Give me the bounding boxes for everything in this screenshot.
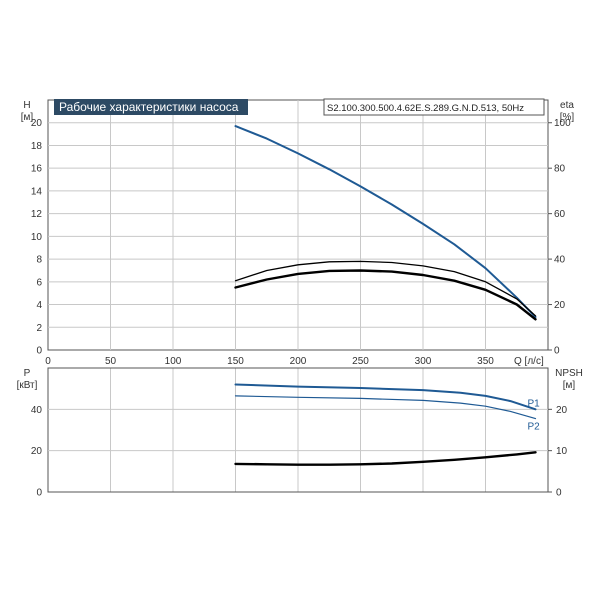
p-tick-label: 40 (31, 405, 43, 416)
y-right-tick-label: 0 (554, 346, 560, 357)
y-left-tick-label: 14 (31, 186, 43, 197)
x-tick-label: 100 (165, 356, 182, 367)
p-tick-label: 0 (36, 488, 42, 499)
efficiency-curve (234, 260, 537, 317)
x-axis-label: Q [л/с] (514, 356, 544, 367)
y-right-tick-label: 80 (554, 164, 566, 175)
x-tick-label: 350 (477, 356, 494, 367)
series-label-p1: P1 (528, 398, 541, 409)
x-tick-label: 150 (227, 356, 244, 367)
npsh-axis-unit: [м] (563, 380, 576, 391)
y-right-axis-label: eta (560, 100, 574, 111)
y-left-tick-label: 20 (31, 118, 43, 129)
y-left-tick-label: 16 (31, 164, 43, 175)
model-label: S2.100.300.500.4.62E.S.289.G.N.D.513, 50… (327, 103, 524, 114)
y-left-tick-label: 4 (36, 300, 42, 311)
chart-title: Рабочие характеристики насоса (59, 100, 239, 114)
p-axis-label: P (24, 368, 31, 379)
x-tick-label: 300 (415, 356, 432, 367)
npsh-tick-label: 20 (556, 405, 568, 416)
y-left-tick-label: 6 (36, 277, 42, 288)
model-box (323, 98, 545, 116)
y-right-tick-label: 100 (554, 118, 571, 129)
y-left-tick-label: 2 (36, 323, 42, 334)
x-tick-label: 250 (352, 356, 369, 367)
y-left-tick-label: 0 (36, 346, 42, 357)
x-tick-label: 50 (105, 356, 117, 367)
npsh-tick-label: 0 (556, 488, 562, 499)
npsh-axis-label: NPSH (555, 368, 583, 379)
y-right-tick-label: 20 (554, 300, 566, 311)
head-curve (234, 125, 537, 318)
y-right-tick-label: 40 (554, 255, 566, 266)
x-tick-label: 200 (290, 356, 307, 367)
y-left-axis-unit: [м] (21, 112, 34, 123)
npsh-curve (234, 451, 537, 466)
y-left-tick-label: 18 (31, 141, 43, 152)
efficiency-curve (234, 269, 537, 321)
y-left-tick-label: 10 (31, 232, 43, 243)
power-curve-p1 (234, 383, 537, 411)
chart-title-box (54, 99, 248, 115)
series-label-p2: P2 (528, 422, 541, 433)
bottom-plot-frame (47, 367, 549, 493)
p-tick-label: 20 (31, 446, 43, 457)
x-tick-label: 0 (45, 356, 51, 367)
y-right-tick-label: 60 (554, 209, 566, 220)
y-left-tick-label: 12 (31, 209, 43, 220)
y-left-tick-label: 8 (36, 255, 42, 266)
power-curve-p2 (234, 395, 537, 420)
npsh-tick-label: 10 (556, 446, 568, 457)
y-left-axis-label: H (23, 100, 30, 111)
y-right-axis-unit: [%] (560, 112, 575, 123)
p-axis-unit: [кВт] (17, 380, 38, 391)
